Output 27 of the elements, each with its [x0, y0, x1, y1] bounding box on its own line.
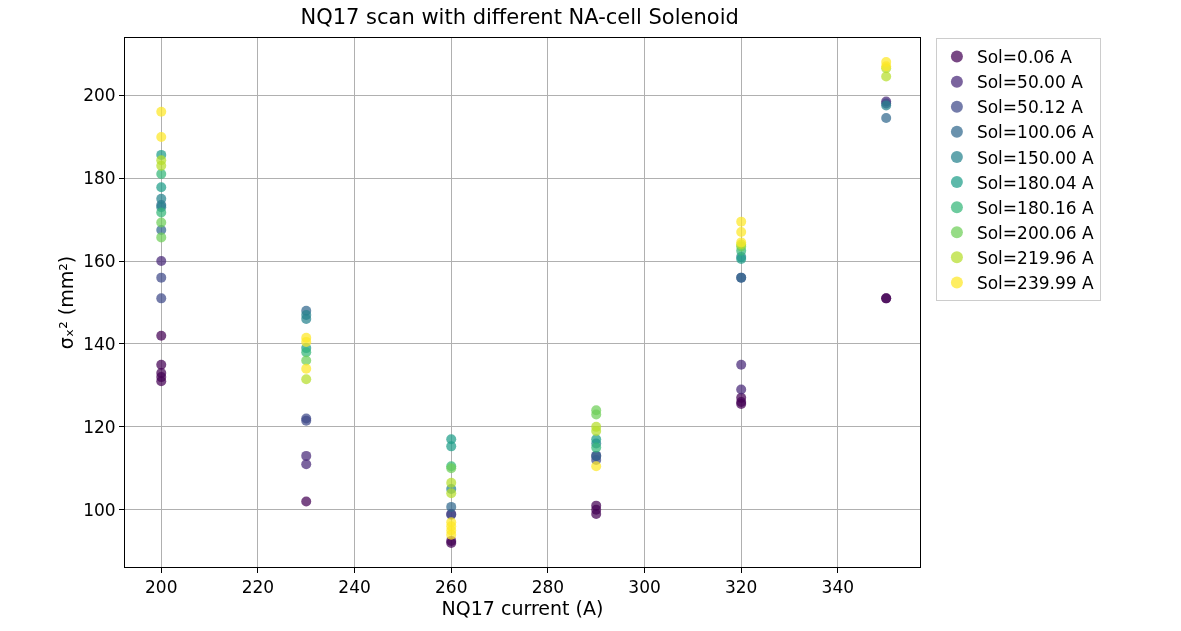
- chart-title: NQ17 scan with different NA-cell Solenoid: [300, 5, 739, 30]
- legend-label: Sol=50.12 A: [976, 97, 1084, 118]
- legend-label: Sol=239.99 A: [976, 273, 1094, 294]
- legend-label: Sol=200.06 A: [976, 222, 1094, 243]
- x-tick-label: 340: [821, 577, 855, 598]
- y-tick-label: 120: [83, 416, 116, 437]
- y-tick-label: 100: [83, 499, 116, 520]
- legend-label: Sol=219.96 A: [976, 247, 1094, 268]
- x-tick-label: 200: [145, 577, 178, 598]
- x-axis-title: NQ17 current (A): [441, 597, 604, 620]
- legend-label: Sol=150.00 A: [976, 147, 1094, 168]
- x-tick-label: 300: [628, 577, 661, 598]
- x-tick-label: 280: [531, 577, 565, 598]
- x-tick-label: 260: [434, 577, 468, 598]
- y-tick-label: 200: [83, 85, 116, 106]
- x-tick-label: 220: [241, 577, 275, 598]
- legend-label: Sol=100.06 A: [976, 122, 1094, 143]
- y-tick-label: 180: [83, 168, 116, 189]
- y-axis-title: σₓ² (mm²): [55, 255, 77, 350]
- legend-label: Sol=180.16 A: [976, 197, 1094, 218]
- legend-label: Sol=0.06 A: [976, 47, 1073, 68]
- legend-label: Sol=50.00 A: [976, 72, 1084, 93]
- x-tick-label: 320: [724, 577, 758, 598]
- y-tick-label: 160: [83, 250, 116, 271]
- x-tick-label: 240: [338, 577, 371, 598]
- legend-label: Sol=180.04 A: [976, 172, 1094, 193]
- y-tick-label: 140: [83, 333, 116, 354]
